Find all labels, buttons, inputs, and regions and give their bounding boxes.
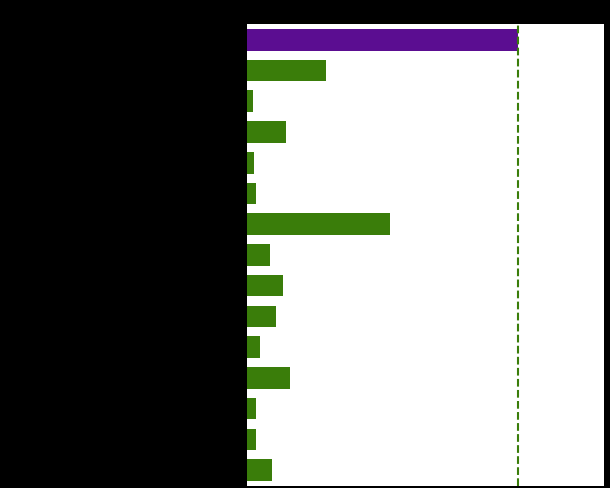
Bar: [247, 152, 254, 174]
Bar: [247, 244, 270, 266]
Bar: [247, 121, 286, 143]
Bar: [247, 459, 272, 481]
Bar: [247, 183, 256, 204]
Bar: [247, 60, 326, 81]
Bar: [247, 367, 290, 389]
Bar: [247, 398, 256, 420]
Bar: [247, 275, 283, 297]
Bar: [247, 213, 390, 235]
Bar: [247, 305, 276, 327]
Bar: [247, 90, 253, 112]
Bar: [247, 336, 260, 358]
Bar: [247, 428, 256, 450]
Bar: [247, 29, 518, 51]
